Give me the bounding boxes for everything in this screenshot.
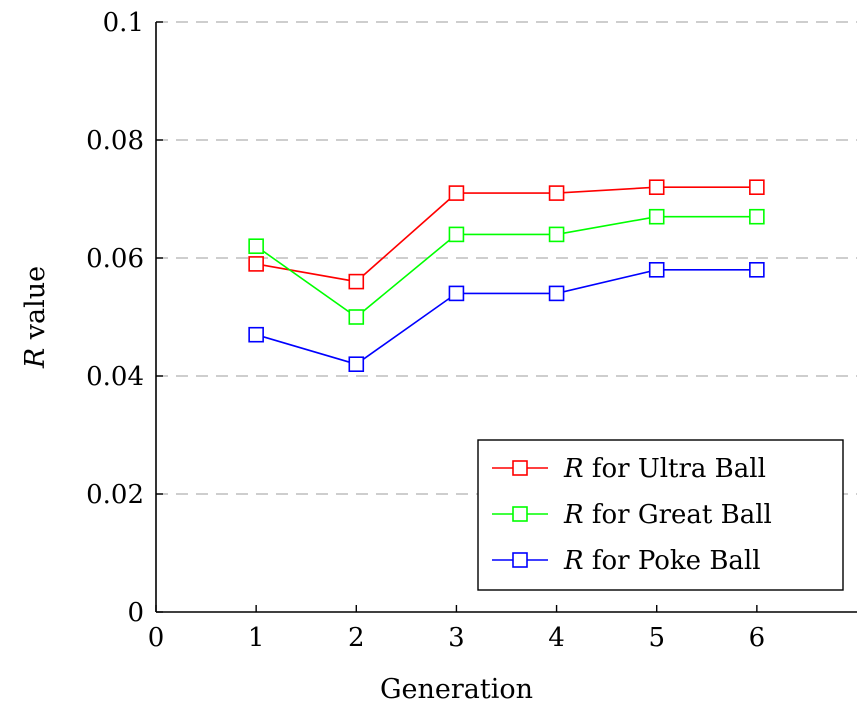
series-line [255,215,757,319]
data-point-marker [548,285,565,302]
data-point-marker [648,208,665,225]
x-tick-label: 3 [448,623,465,653]
data-point-marker [348,356,365,373]
legend-label: R for Ultra Ball [563,454,766,484]
data-point-marker [348,309,365,325]
legend-marker [512,552,528,568]
data-point-marker [348,273,365,290]
legend-marker [512,460,528,476]
data-point-marker [248,326,264,343]
legend-box [477,439,844,591]
y-tick-label: 0.08 [86,126,144,156]
data-point-marker [248,238,264,254]
data-point-marker [248,256,264,272]
y-tick-label: 0 [127,598,144,628]
data-point-marker [749,179,765,195]
data-point-marker [548,226,565,243]
data-point-marker [448,226,465,243]
axes [155,21,857,613]
data-point-marker [448,285,465,302]
x-tick-label: 2 [348,623,365,653]
x-axis-title: Generation [380,674,533,705]
data-point-marker [548,185,565,201]
y-axis-title: R value [20,266,51,369]
x-tick-label: 0 [148,623,165,653]
y-tick-label: 0.1 [103,8,144,38]
series-line [255,186,757,283]
y-tick-label: 0.04 [86,362,144,392]
data-point-marker [648,261,665,278]
data-point-marker [448,185,465,201]
data-point-marker [749,261,765,278]
legend-marker [512,506,528,522]
series-line [255,268,757,366]
x-tick-label: 6 [749,623,766,653]
data-point-marker [648,179,665,195]
legend-label: R for Poke Ball [563,546,761,576]
data-series [248,179,765,373]
data-point-marker [749,208,765,225]
x-tick-label: 1 [248,623,265,653]
legend: R for Ultra Ball R for Great Ball R for Po… [477,439,844,591]
x-tick-label: 5 [648,623,665,653]
legend-label: R for Great Ball [563,500,772,530]
tick-labels: 0 0.02 0.04 0.06 0.08 0.1 0 1 2 3 4 5 6 [86,8,765,653]
x-tick-label: 4 [548,623,565,653]
y-tick-label: 0.06 [86,244,144,274]
y-tick-label: 0.02 [86,480,144,510]
